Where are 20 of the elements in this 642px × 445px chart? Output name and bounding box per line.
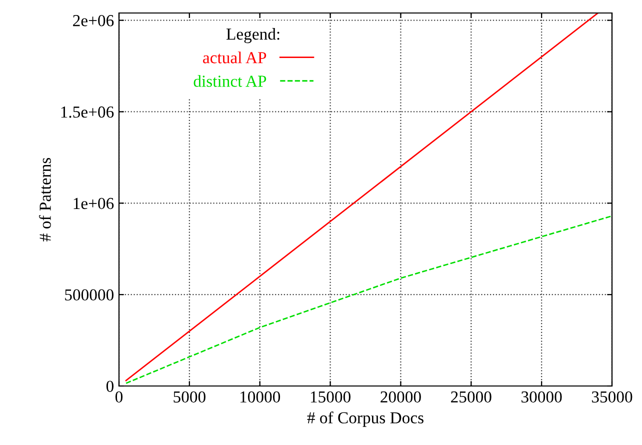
- x-tick-label: 30000: [522, 391, 562, 403]
- y-tick-label: 500000: [65, 289, 114, 301]
- legend-label: actual AP: [203, 52, 266, 64]
- y-tick-label: 0: [106, 380, 114, 392]
- x-tick-label: 0: [115, 391, 123, 403]
- x-axis-title: # of Corpus Docs: [307, 412, 424, 427]
- y-tick-label: 1.5e+06: [61, 106, 114, 118]
- legend-title: Legend:: [226, 28, 280, 44]
- x-tick-label: 25000: [451, 391, 492, 403]
- x-tick-label: 35000: [592, 391, 632, 403]
- x-tick-label: 15000: [310, 391, 350, 403]
- x-tick-label: 10000: [240, 391, 280, 403]
- y-tick-label: 2e+06: [73, 15, 114, 26]
- x-tick-label: 5000: [174, 391, 206, 403]
- legend-label: distinct AP: [194, 75, 266, 87]
- line-series: [125, 215, 612, 384]
- x-tick-label: 20000: [380, 391, 421, 403]
- y-axis-title: # of Patterns: [39, 158, 51, 242]
- line-series: [125, 13, 599, 382]
- y-tick-label: 1e+06: [74, 198, 114, 210]
